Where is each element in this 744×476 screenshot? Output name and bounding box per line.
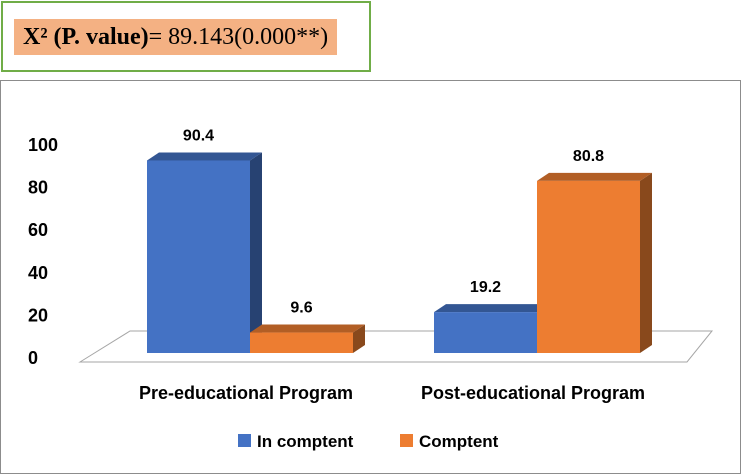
chart-frame	[0, 80, 741, 474]
bar-incompetent	[434, 312, 537, 353]
category-label: Post-educational Program	[421, 383, 645, 403]
y-tick-label: 0	[28, 348, 38, 368]
bar-side-incompetent	[250, 152, 262, 353]
y-tick-label: 80	[28, 178, 48, 198]
legend-swatch	[400, 434, 413, 447]
bar-competent	[537, 180, 640, 353]
legend-label: In comptent	[257, 432, 354, 451]
bar-top-incompetent	[147, 152, 262, 161]
chi-square-prefix: X² (P. value)	[23, 23, 149, 50]
bar-top-competent	[250, 324, 365, 333]
bar-top-competent	[537, 172, 652, 181]
statistic-box: X² (P. value) = 89.143(0.000**)	[1, 1, 371, 72]
y-tick-label: 60	[28, 220, 48, 240]
y-tick-label: 20	[28, 305, 48, 325]
legend-label: Comptent	[419, 432, 499, 451]
bar-incompetent	[147, 160, 250, 353]
chi-square-value: = 89.143(0.000**)	[148, 23, 329, 50]
data-label: 19.2	[470, 279, 501, 296]
bar-side-competent	[353, 324, 365, 353]
bar-side-competent	[640, 172, 652, 353]
category-label: Pre-educational Program	[139, 383, 353, 403]
bar-competent	[250, 332, 353, 353]
y-tick-label: 100	[28, 135, 58, 155]
data-label: 90.4	[183, 127, 214, 144]
bar-top-incompetent	[434, 304, 549, 313]
chi-square-label: X² (P. value) = 89.143(0.000**)	[14, 19, 338, 55]
data-label: 9.6	[290, 300, 312, 317]
legend-swatch	[238, 434, 251, 447]
data-label: 80.8	[573, 148, 604, 165]
y-tick-label: 40	[28, 263, 48, 283]
